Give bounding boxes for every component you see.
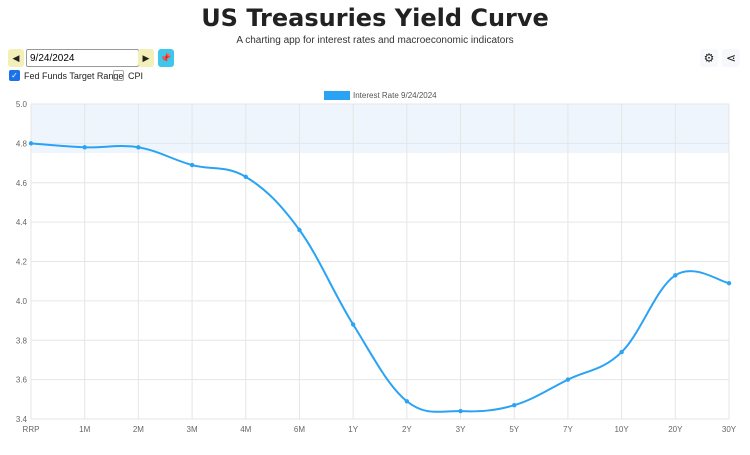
x-tick-label: 30Y xyxy=(722,425,737,434)
triangle-left-icon: ◀ xyxy=(12,52,20,63)
cpi-label: CPI xyxy=(128,70,144,81)
x-tick-label: 7Y xyxy=(563,425,573,434)
x-tick-label: 3Y xyxy=(456,425,466,434)
x-tick-label: 2Y xyxy=(402,425,412,434)
x-tick-label: RRP xyxy=(23,425,40,434)
y-tick-label: 3.6 xyxy=(16,376,28,385)
series-line xyxy=(30,142,730,413)
next-date-button[interactable]: ▶ xyxy=(138,49,154,67)
checkbox-checked-icon[interactable]: ✓ xyxy=(9,70,20,81)
fed-funds-label: Fed Funds Target Range xyxy=(24,70,124,81)
pin-icon: 📌 xyxy=(160,52,172,63)
y-tick-label: 4.6 xyxy=(16,179,28,188)
x-tick-label: 10Y xyxy=(614,425,629,434)
date-input[interactable] xyxy=(26,49,139,67)
x-tick-label: 5Y xyxy=(509,425,519,434)
page-subtitle: A charting app for interest rates and ma… xyxy=(236,35,514,46)
x-tick-label: 20Y xyxy=(668,425,683,434)
data-point xyxy=(28,141,34,146)
checkbox-icon[interactable] xyxy=(113,70,124,81)
legend-swatch xyxy=(324,91,350,100)
x-tick-label: 2M xyxy=(133,425,144,434)
fed-funds-toggle[interactable]: ✓ Fed Funds Target Range xyxy=(9,70,123,81)
data-point xyxy=(82,145,87,150)
pin-button[interactable]: 📌 xyxy=(158,49,174,67)
share-button[interactable]: ⋖ xyxy=(722,49,740,67)
data-point xyxy=(297,227,302,233)
y-tick-label: 4.4 xyxy=(16,218,28,227)
data-point xyxy=(189,162,195,168)
x-tick-label: 4M xyxy=(240,425,251,434)
triangle-right-icon: ▶ xyxy=(142,52,150,63)
y-tick-label: 4.8 xyxy=(16,139,28,148)
data-point xyxy=(726,280,732,286)
x-tick-label: 1Y xyxy=(348,425,358,434)
fed-funds-band xyxy=(31,104,729,154)
data-point xyxy=(136,145,141,150)
data-point xyxy=(458,408,463,414)
y-tick-label: 5.0 xyxy=(16,100,28,109)
data-point xyxy=(243,174,248,180)
y-tick-label: 3.4 xyxy=(16,415,28,424)
data-point xyxy=(565,377,571,382)
yield-chart: 3.4 3.6 3.8 4.0 4.2 4.4 4.6 4.8 5.0 RRP 1M 2M 3M 4M 6M… xyxy=(16,91,737,434)
data-point xyxy=(512,403,517,408)
data-point xyxy=(350,322,356,327)
settings-button[interactable]: ⚙ xyxy=(700,49,718,67)
gear-icon: ⚙ xyxy=(703,51,715,65)
page-title: US Treasuries Yield Curve xyxy=(201,4,549,32)
data-point xyxy=(673,273,678,278)
y-tick-label: 4.0 xyxy=(16,297,28,306)
share-icon: ⋖ xyxy=(725,51,737,65)
x-tick-label: 6M xyxy=(294,425,305,434)
data-point xyxy=(619,349,624,355)
x-tick-label: 3M xyxy=(187,425,198,434)
cpi-toggle[interactable]: CPI xyxy=(113,70,143,81)
y-tick-label: 4.2 xyxy=(16,258,28,267)
x-tick-label: 1M xyxy=(79,425,90,434)
y-tick-label: 3.8 xyxy=(16,336,28,345)
prev-date-button[interactable]: ◀ xyxy=(8,49,24,67)
data-point xyxy=(404,399,410,404)
legend-label: Interest Rate 9/24/2024 xyxy=(353,91,437,100)
